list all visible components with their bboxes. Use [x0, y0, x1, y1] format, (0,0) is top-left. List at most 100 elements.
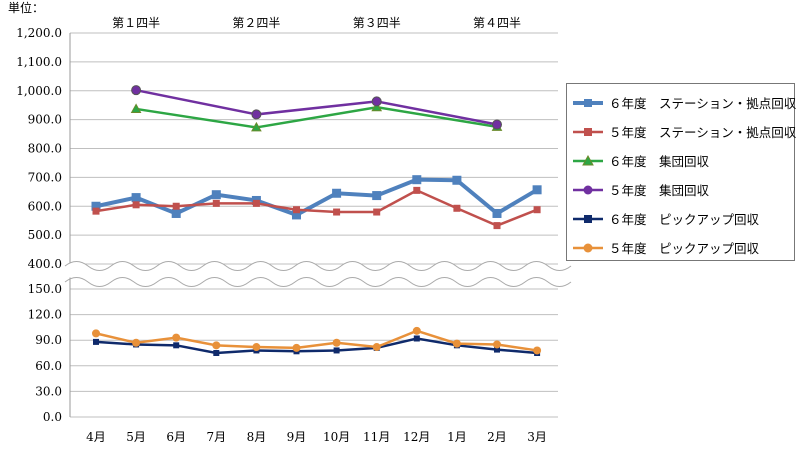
data-point [492, 119, 502, 130]
data-point [493, 340, 501, 349]
legend-swatch-icon [573, 154, 603, 165]
quarter-label: 第１四半 [112, 16, 160, 30]
legend-label: ６年度 ピックアップ回収 [609, 212, 760, 227]
legend-swatch-icon [573, 214, 603, 223]
x-tick-label: 4月 [86, 430, 106, 444]
data-point [373, 208, 381, 216]
legend-label: ５年度 集団回収 [609, 183, 710, 198]
series-6 [92, 326, 542, 355]
x-tick-label: 10月 [323, 430, 350, 444]
y-tick-label: 30.0 [35, 384, 62, 398]
y-tick-label: 1,000.0 [16, 84, 62, 98]
y-tick-label: 500.0 [28, 228, 62, 242]
data-point [453, 204, 461, 212]
legend: ６年度 ステーション・拠点回収 ５年度 ステーション・拠点回収 ６年度 集団回収 ５年… [566, 83, 797, 262]
data-point [412, 175, 422, 185]
y-tick-label: 1,100.0 [16, 55, 62, 69]
data-point [212, 199, 220, 207]
unit-label: 単位： [8, 0, 44, 15]
legend-swatch-icon [573, 243, 603, 252]
data-point [333, 347, 340, 354]
data-point [211, 190, 221, 200]
data-point [252, 199, 260, 207]
data-point [173, 342, 180, 349]
axis-break-line [64, 261, 572, 271]
data-point [131, 193, 141, 203]
legend-label: ５年度 ステーション・拠点回収 [609, 125, 797, 140]
legend-label: ５年度 ピックアップ回収 [609, 241, 760, 256]
series-line [95, 329, 538, 352]
x-tick-label: 11月 [363, 430, 390, 444]
series-2 [92, 186, 541, 230]
quarter-label: 第４四半 [473, 16, 521, 30]
data-point [372, 343, 381, 352]
x-tick-label: 8月 [247, 430, 267, 444]
x-tick-label: 1月 [447, 430, 467, 444]
legend-item: ６年度 ステーション・拠点回収 [573, 88, 797, 117]
legend-swatch-icon [573, 98, 603, 107]
data-point [332, 188, 342, 198]
data-point [413, 335, 420, 342]
data-point [372, 191, 382, 201]
x-tick-label: 2月 [487, 430, 507, 444]
data-point [493, 222, 501, 230]
data-point [171, 208, 181, 218]
x-tick-label: 5月 [126, 430, 146, 444]
legend-item: ５年度 集団回収 [573, 175, 794, 204]
series-line [135, 105, 498, 129]
x-tick-label: 3月 [527, 430, 547, 444]
data-point [91, 201, 101, 211]
axis-break-fill [59, 261, 571, 287]
x-tick-label: 7月 [206, 430, 226, 444]
quarter-label: 第３四半 [353, 16, 401, 30]
data-point [452, 339, 461, 348]
legend-label: ６年度 ステーション・拠点回収 [609, 96, 797, 111]
series-1 [91, 175, 542, 220]
data-point [131, 85, 142, 96]
data-point [132, 338, 141, 347]
data-point [532, 185, 542, 195]
data-point [92, 329, 100, 338]
data-point [132, 201, 140, 209]
data-point [251, 109, 262, 120]
y-tick-label: 120.0 [28, 308, 62, 322]
y-tick-label: 60.0 [35, 359, 62, 373]
data-point [492, 208, 502, 218]
legend-item: ６年度 集団回収 [573, 146, 794, 175]
data-point [371, 101, 383, 112]
data-point [533, 346, 542, 355]
data-point [93, 338, 99, 345]
data-point [212, 341, 221, 350]
data-point [533, 206, 541, 214]
y-tick-label: 150.0 [28, 282, 62, 296]
legend-swatch-icon [573, 185, 603, 194]
y-tick-label: 1,200.0 [16, 26, 62, 40]
data-point [213, 350, 220, 356]
series-4 [131, 85, 502, 130]
series-line [95, 177, 539, 218]
data-point [130, 103, 142, 113]
y-tick-label: 900.0 [28, 113, 62, 127]
series-line [135, 88, 498, 126]
y-tick-label: 800.0 [28, 142, 62, 156]
data-point [252, 343, 261, 352]
data-point [172, 202, 180, 210]
data-point [293, 206, 300, 214]
y-tick-label: 90.0 [35, 333, 62, 347]
y-tick-label: 600.0 [28, 199, 62, 213]
x-tick-label: 12月 [403, 430, 430, 444]
data-point [333, 208, 341, 216]
data-point [452, 175, 462, 185]
legend-item: ５年度 ピックアップ回収 [573, 233, 794, 262]
data-point [292, 210, 301, 220]
y-tick-label: 0.0 [43, 410, 62, 424]
data-point [413, 186, 421, 194]
data-point [251, 121, 262, 132]
data-point [494, 346, 500, 353]
series-line [95, 188, 538, 227]
quarter-label: 第２四半 [232, 16, 280, 30]
data-point [412, 326, 421, 335]
legend-label: ６年度 集団回収 [609, 154, 710, 169]
axis-break-line [64, 277, 572, 287]
